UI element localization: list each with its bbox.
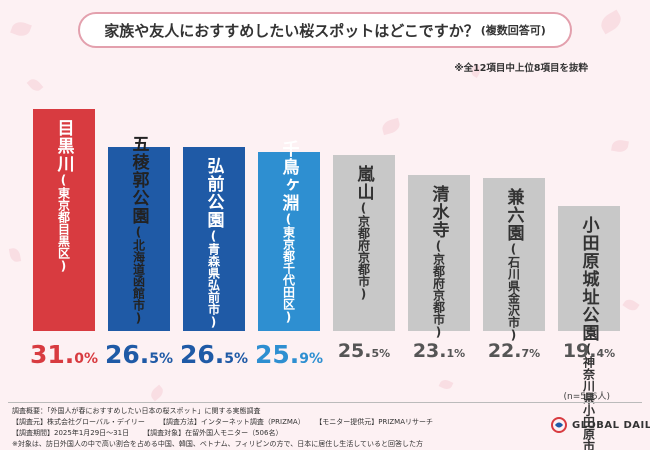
chart-title-box: 家族や友人におすすめしたい桜スポットはどこですか？ (複数回答可): [78, 12, 572, 48]
bar-value-label: 31.0%: [27, 340, 101, 369]
footer-text: 【モニター提供元】PRIZMAリサーチ: [318, 418, 433, 426]
bar-value-label: 26.5%: [102, 340, 176, 369]
bar-value-label: 22.7%: [477, 340, 551, 362]
bar-location-label: (石川県金沢市): [506, 242, 521, 342]
bar-category-label: 清水寺: [428, 185, 449, 239]
bar-5: 嵐山(京都府京都市): [333, 155, 395, 331]
logo-text: GLOBAL DAILY: [572, 419, 650, 431]
value-integer: 31.: [29, 340, 75, 369]
value-integer: 23.: [412, 340, 447, 362]
bar-location-label: (京都府京都市): [356, 201, 371, 301]
bar-7: 兼六園(石川県金沢市): [483, 178, 545, 342]
bar-category-label: 小田原城址公園: [578, 216, 599, 342]
footer-line-3: 【調査期間】2025年1月29日～31日 【調査対象】在留外国人モニター（506名…: [12, 428, 296, 439]
bar-location-label: (青森県弘前市): [206, 229, 221, 329]
bar-location-label: (東京都千代田区): [281, 212, 296, 324]
bar-6: 清水寺(京都府京都市): [408, 175, 470, 339]
footer-text: 調査概要：「外国人が春におすすめしたい日本の桜スポット」に関する実態調査: [12, 407, 261, 415]
bar-value-label: 19.4%: [552, 340, 626, 362]
global-daily-logo: GLOBAL DAILY: [551, 417, 650, 433]
bar-1: 目黒川(東京都目黒区): [33, 109, 95, 331]
selection-note: ※全12項目中上位8項目を抜粋: [454, 63, 588, 74]
value-integer: 22.: [487, 340, 522, 362]
value-integer: 25.: [254, 340, 300, 369]
value-decimal: 9%: [299, 351, 324, 367]
bar-category-label: 嵐山: [353, 165, 374, 201]
bar-category-label: 目黒川: [53, 119, 74, 173]
value-decimal: 5%: [371, 347, 391, 360]
chart-title-suffix: (複数回答可): [480, 24, 546, 37]
bar-2: 五稜郭公園(北海道函館市): [108, 135, 170, 331]
footer-text: 【調査対象】在留外国人モニター（506名）: [143, 429, 283, 437]
footer-line-2: 【調査元】株式会社グローバル・デイリー 【調査方法】インターネット調査（PRIZM…: [12, 417, 447, 428]
bar-location-label: (神奈川県小田原市): [581, 342, 596, 450]
bar-8: 小田原城址公園(神奈川県小田原市): [558, 206, 620, 450]
bar-3: 弘前公園(青森県弘前市): [183, 147, 245, 331]
value-decimal: 5%: [224, 351, 249, 367]
footer-line-4: ※対象は、訪日外国人の中で高い割合を占める中国、韓国、ベトナム、フィリピンの方で…: [12, 439, 437, 450]
bar-location-label: (北海道函館市): [131, 225, 146, 325]
value-integer: 19.: [562, 340, 597, 362]
value-decimal: 5%: [149, 351, 174, 367]
value-integer: 25.: [337, 340, 372, 362]
bar-value-label: 23.1%: [402, 340, 476, 362]
bar-category-label: 弘前公園: [203, 157, 224, 229]
bar-location-label: (京都府京都市): [431, 239, 446, 339]
value-decimal: 4%: [596, 347, 616, 360]
value-decimal: 0%: [74, 351, 99, 367]
footer-line-1: 調査概要：「外国人が春におすすめしたい日本の桜スポット」に関する実態調査: [12, 406, 275, 417]
bar-value-label: 25.5%: [327, 340, 401, 362]
value-integer: 26.: [179, 340, 225, 369]
chart-title: 家族や友人におすすめしたい桜スポットはどこですか？: [104, 21, 479, 40]
bar-location-label: (東京都目黒区): [56, 173, 71, 273]
value-decimal: 1%: [446, 347, 466, 360]
sample-size-note: (n=506人): [563, 392, 610, 402]
bar-category-label: 千鳥ヶ淵: [278, 140, 299, 212]
globe-logo-icon: [551, 417, 567, 433]
bar-category-label: 兼六園: [503, 188, 524, 242]
value-decimal: 7%: [521, 347, 541, 360]
footer-text: 【調査元】株式会社グローバル・デイリー: [12, 418, 145, 426]
footer-text: 【調査方法】インターネット調査（PRIZMA）: [158, 418, 305, 426]
bar-4: 千鳥ヶ淵(東京都千代田区): [258, 140, 320, 331]
value-integer: 26.: [104, 340, 150, 369]
bar-value-label: 25.9%: [252, 340, 326, 369]
bar-category-label: 五稜郭公園: [128, 135, 149, 225]
bar-value-label: 26.5%: [177, 340, 251, 369]
footer-text: 【調査期間】2025年1月29日～31日: [12, 429, 130, 437]
footer-divider: [8, 402, 642, 403]
footer-text: ※対象は、訪日外国人の中で高い割合を占める中国、韓国、ベトナム、フィリピンの方で…: [12, 440, 424, 448]
